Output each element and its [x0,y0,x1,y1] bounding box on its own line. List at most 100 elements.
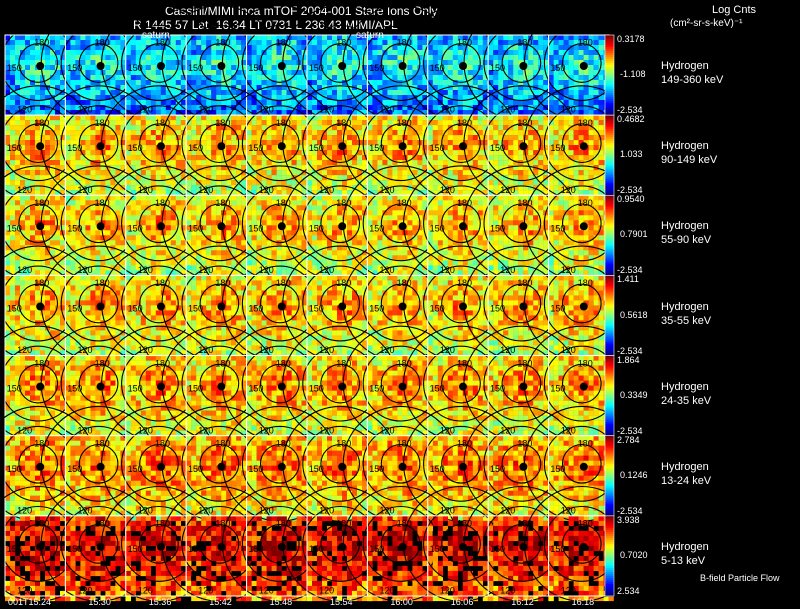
colorbar-mid-label: 0.5618 [620,309,648,320]
contour-label: 150 [67,384,82,394]
contour-label: 180 [95,358,110,368]
contour-label: 150 [7,384,22,394]
contour-label: 180 [95,278,110,288]
contour-label: 120 [17,105,32,115]
contour-label: 150 [188,143,203,153]
colorbar-max-label: 2.784 [617,434,640,445]
colorbar-min-label: 2.534 [617,586,640,596]
contour-label: 180 [517,519,532,529]
contour-label: 180 [276,198,291,208]
contour-label: 120 [138,586,153,596]
contour-label: 180 [578,438,593,448]
contour-label: 150 [188,63,203,73]
contour-label: 120 [17,265,32,275]
colorbar-mid-label: 1.033 [620,149,643,160]
contour-label: 180 [215,38,230,48]
contour-label: 180 [578,38,593,48]
contour-label: 150 [369,143,384,153]
contour-label: 180 [34,358,49,368]
panel-species-label: Hydrogen 24-35 keV [661,380,712,407]
contour-label: 150 [7,464,22,474]
contour-label: 180 [517,278,532,288]
contour-label: 150 [128,544,143,554]
contour-label: 180 [155,38,170,48]
contour-label: 180 [336,438,351,448]
colorbar-6 [604,435,615,517]
colorbar-min-label: -2.534 [617,345,643,356]
colorbar-min-label: -2.534 [617,425,643,436]
time-tick-label: 15:54 [330,597,353,607]
colorbar-mid-label: 0.7020 [620,549,648,560]
contour-label: 180 [397,38,412,48]
contour-label: 150 [67,464,82,474]
contour-label: 150 [7,304,22,314]
contour-label: 180 [215,358,230,368]
contour-label: 180 [276,358,291,368]
contour-label: 150 [430,304,445,314]
time-tick-label: 16:06 [450,597,474,607]
time-tick-label: 15:42 [209,597,232,607]
contour-label: 180 [517,198,532,208]
contour-label: 150 [248,223,263,233]
contour-label: 150 [550,223,565,233]
contour-label: 120 [17,185,32,195]
contour-label: 180 [34,38,49,48]
contour-label: 180 [95,438,110,448]
contour-label: 180 [336,38,351,48]
contour-label: 150 [490,384,505,394]
contour-label: 150 [369,223,384,233]
contour-label: 120 [440,586,455,596]
contour-label: 150 [7,544,22,554]
contour-label: 180 [457,438,472,448]
contour-label: 150 [309,63,324,73]
colorbar-1 [604,34,615,116]
contour-label: 180 [336,278,351,288]
contour-label: 150 [369,384,384,394]
contour-label: 120 [78,586,93,596]
contour-label: 180 [578,519,593,529]
heatmap-panel-r7-c8: 180 150 120 [403,485,519,602]
contour-label: 180 [155,118,170,128]
contour-label: 120 [198,586,213,596]
contour-label: 150 [188,384,203,394]
contour-label: 180 [397,358,412,368]
contour-label: 180 [517,38,532,48]
contour-label: 120 [500,586,515,596]
contour-label: 180 [276,278,291,288]
colorbar-min-label: -2.534 [617,105,643,116]
contour-label: 180 [34,278,49,288]
colorbar-4 [604,275,615,357]
contour-label: 180 [95,38,110,48]
contour-label: 150 [128,143,143,153]
contour-label: 150 [490,544,505,554]
colorbar-7 [604,515,615,597]
contour-label: 180 [457,118,472,128]
colorbar-mid-label: 0.3349 [620,389,648,400]
contour-label: 150 [309,464,324,474]
contour-label: 150 [248,304,263,314]
contour-label: 150 [188,304,203,314]
contour-label: 150 [550,304,565,314]
contour-label: 150 [248,143,263,153]
panel-species-label: Hydrogen 55-90 keV [661,220,712,247]
time-tick-label: 15:30 [88,597,111,607]
bfield-particle-flow-label: B-field Particle Flow [700,573,780,583]
contour-label: 180 [578,198,593,208]
colorbar-min-label: -2.534 [617,505,643,516]
contour-label: 150 [67,143,82,153]
contour-label: 180 [155,438,170,448]
contour-label: 150 [248,464,263,474]
contour-label: 180 [155,198,170,208]
colorbar-3 [604,194,615,277]
colorbar-mid-label: -1.108 [620,69,646,80]
contour-label: 150 [128,384,143,394]
contour-label: 150 [309,143,324,153]
contour-label: 150 [67,304,82,314]
contour-label: 150 [490,304,505,314]
contour-label: 120 [380,586,395,596]
panel-species-label: Hydrogen 90-149 keV [661,140,718,167]
contour-label: 180 [578,118,593,128]
contour-label: 180 [276,519,291,529]
